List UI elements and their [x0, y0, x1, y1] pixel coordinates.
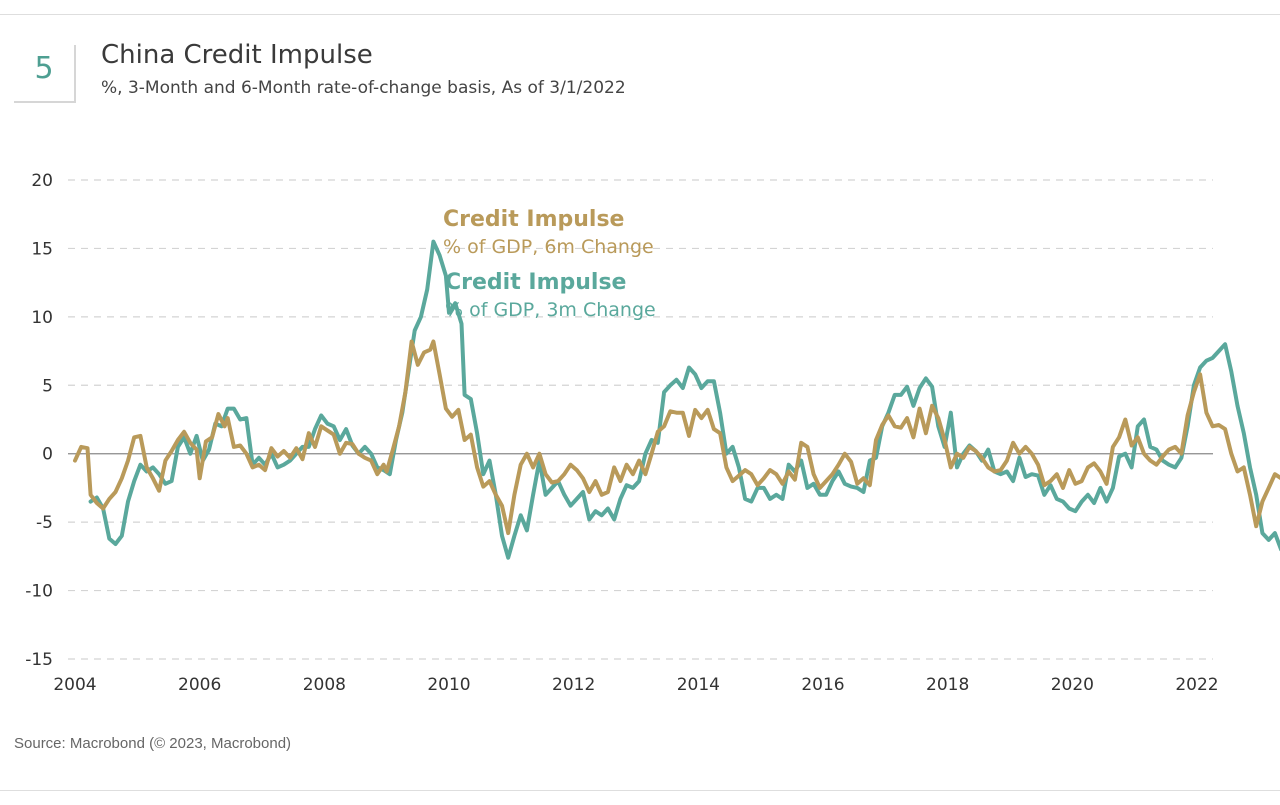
- source-note: Source: Macrobond (© 2023, Macrobond): [14, 735, 292, 752]
- y-tick-label: 0: [42, 445, 53, 465]
- legend: Credit Impulse % of GDP, 6m Change Credit …: [443, 207, 656, 321]
- legend-title-six-month: Credit Impulse: [443, 207, 624, 232]
- x-tick-label: 2010: [427, 675, 470, 695]
- legend-subtitle-three-month: % of GDP, 3m Change: [445, 299, 656, 321]
- y-tick-label: 10: [31, 308, 53, 328]
- bottom-divider: [0, 790, 1280, 791]
- chart-title: China Credit Impulse: [101, 40, 373, 70]
- y-tick-label: 20: [31, 171, 53, 191]
- x-tick-label: 2016: [801, 675, 844, 695]
- y-tick-label: 15: [31, 239, 53, 259]
- legend-title-three-month: Credit Impulse: [445, 270, 626, 295]
- x-tick-label: 2012: [552, 675, 595, 695]
- figure-number-badge: 5: [14, 45, 76, 103]
- y-tick-label: -5: [36, 513, 53, 533]
- series-line-six-month: [73, 339, 1280, 536]
- top-divider: [0, 14, 1280, 15]
- y-tick-label: -15: [25, 650, 53, 670]
- figure-number: 5: [34, 51, 54, 86]
- y-tick-label: 5: [42, 376, 53, 396]
- x-tick-label: 2014: [677, 675, 720, 695]
- x-tick-label: 2018: [926, 675, 969, 695]
- grid: [68, 179, 1213, 660]
- series-group: [73, 239, 1280, 560]
- y-tick-label: -10: [25, 582, 53, 602]
- x-tick-label: 2006: [178, 675, 221, 695]
- x-tick-label: 2004: [53, 675, 96, 695]
- x-tick-label: 2008: [303, 675, 346, 695]
- x-tick-label: 2020: [1051, 675, 1094, 695]
- x-tick-label: 2022: [1175, 675, 1218, 695]
- legend-subtitle-six-month: % of GDP, 6m Change: [443, 236, 654, 258]
- series-line-three-month: [88, 239, 1280, 560]
- chart-subtitle: %, 3-Month and 6-Month rate-of-change ba…: [101, 78, 626, 98]
